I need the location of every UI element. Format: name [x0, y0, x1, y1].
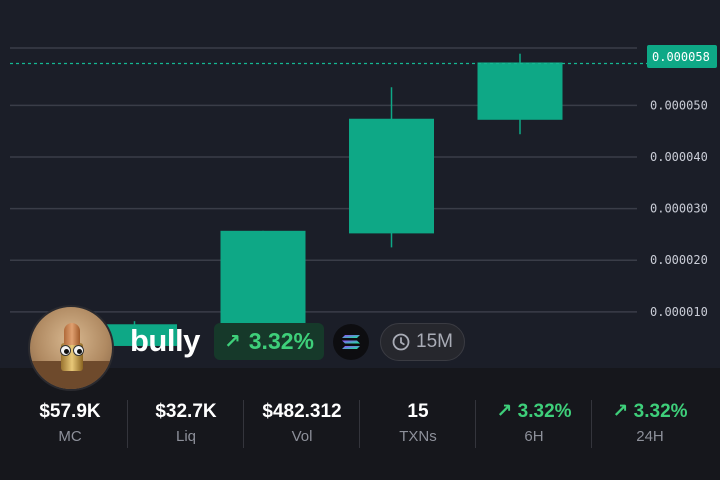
stat-label: TXNs — [399, 428, 437, 445]
stat-mc: $57.9K MC — [12, 400, 128, 450]
stat-24h: ↗ 3.32% 24H — [592, 400, 708, 450]
y-tick-label: 0.000050 — [650, 98, 708, 112]
arrow-up-right-icon: ↗ — [496, 401, 513, 422]
price-chart[interactable]: 0.000050 0.000040 0.000030 0.000020 0.000010… — [0, 0, 720, 370]
stat-label: 6H — [524, 428, 544, 445]
avatar-eye-left — [60, 345, 71, 356]
stat-value: 15 — [407, 401, 429, 422]
chart-grid — [10, 47, 637, 313]
arrow-up-right-icon: ↗ — [612, 401, 629, 422]
current-price-tag: 0.000058 — [647, 45, 717, 68]
y-axis-ticks: 0.000050 0.000040 0.000030 0.000020 0.000010 — [650, 98, 708, 319]
stat-divider — [591, 400, 592, 448]
y-tick-label: 0.000030 — [650, 202, 708, 216]
y-tick-label: 0.000010 — [650, 305, 708, 319]
solana-icon[interactable] — [333, 324, 369, 360]
stat-value: $32.7K — [155, 401, 217, 422]
candle — [349, 87, 434, 248]
price-change-value: 3.32% — [248, 328, 314, 354]
candle-body — [220, 230, 306, 324]
price-change-badge: ↗ 3.32% — [214, 323, 324, 360]
stat-divider — [127, 400, 128, 448]
stats-panel — [0, 368, 720, 480]
stat-liq: $32.7K Liq — [128, 400, 244, 450]
y-tick-label: 0.000040 — [650, 150, 708, 164]
stat-label: MC — [58, 428, 82, 445]
token-name: bully — [130, 323, 200, 358]
stat-6h: ↗ 3.32% 6H — [476, 400, 592, 450]
avatar-eye-right — [73, 345, 84, 356]
stat-vol: $482.312 Vol — [244, 400, 360, 450]
avatar-bullet-head — [64, 323, 80, 345]
chart-candles — [92, 53, 563, 349]
stat-label: Liq — [175, 428, 197, 445]
stat-change-value: 3.32% — [633, 401, 688, 422]
y-tick-label: 0.000020 — [650, 253, 708, 267]
token-avatar[interactable] — [28, 305, 114, 391]
arrow-up-right-icon: ↗ — [224, 331, 241, 353]
stat-label: Vol — [291, 428, 313, 445]
stat-divider — [359, 400, 360, 448]
clock-icon — [392, 333, 410, 351]
stat-value: $57.9K — [39, 401, 101, 422]
stat-value: $482.312 — [262, 401, 342, 422]
candle-body — [349, 118, 434, 234]
current-price-label: 0.000058 — [652, 50, 710, 64]
stat-change-value: 3.32% — [517, 401, 572, 422]
stat-label: 24H — [636, 428, 664, 445]
stat-divider — [243, 400, 244, 448]
stat-txns: 15 TXNs — [360, 400, 476, 450]
interval-selector[interactable]: 15M — [380, 323, 465, 361]
stat-divider — [475, 400, 476, 448]
candle-body — [477, 62, 563, 120]
stat-value: ↗ 3.32% — [476, 400, 592, 424]
candle — [220, 230, 306, 326]
candle — [477, 53, 563, 135]
stat-value: ↗ 3.32% — [592, 400, 708, 424]
interval-label: 15M — [416, 331, 453, 352]
